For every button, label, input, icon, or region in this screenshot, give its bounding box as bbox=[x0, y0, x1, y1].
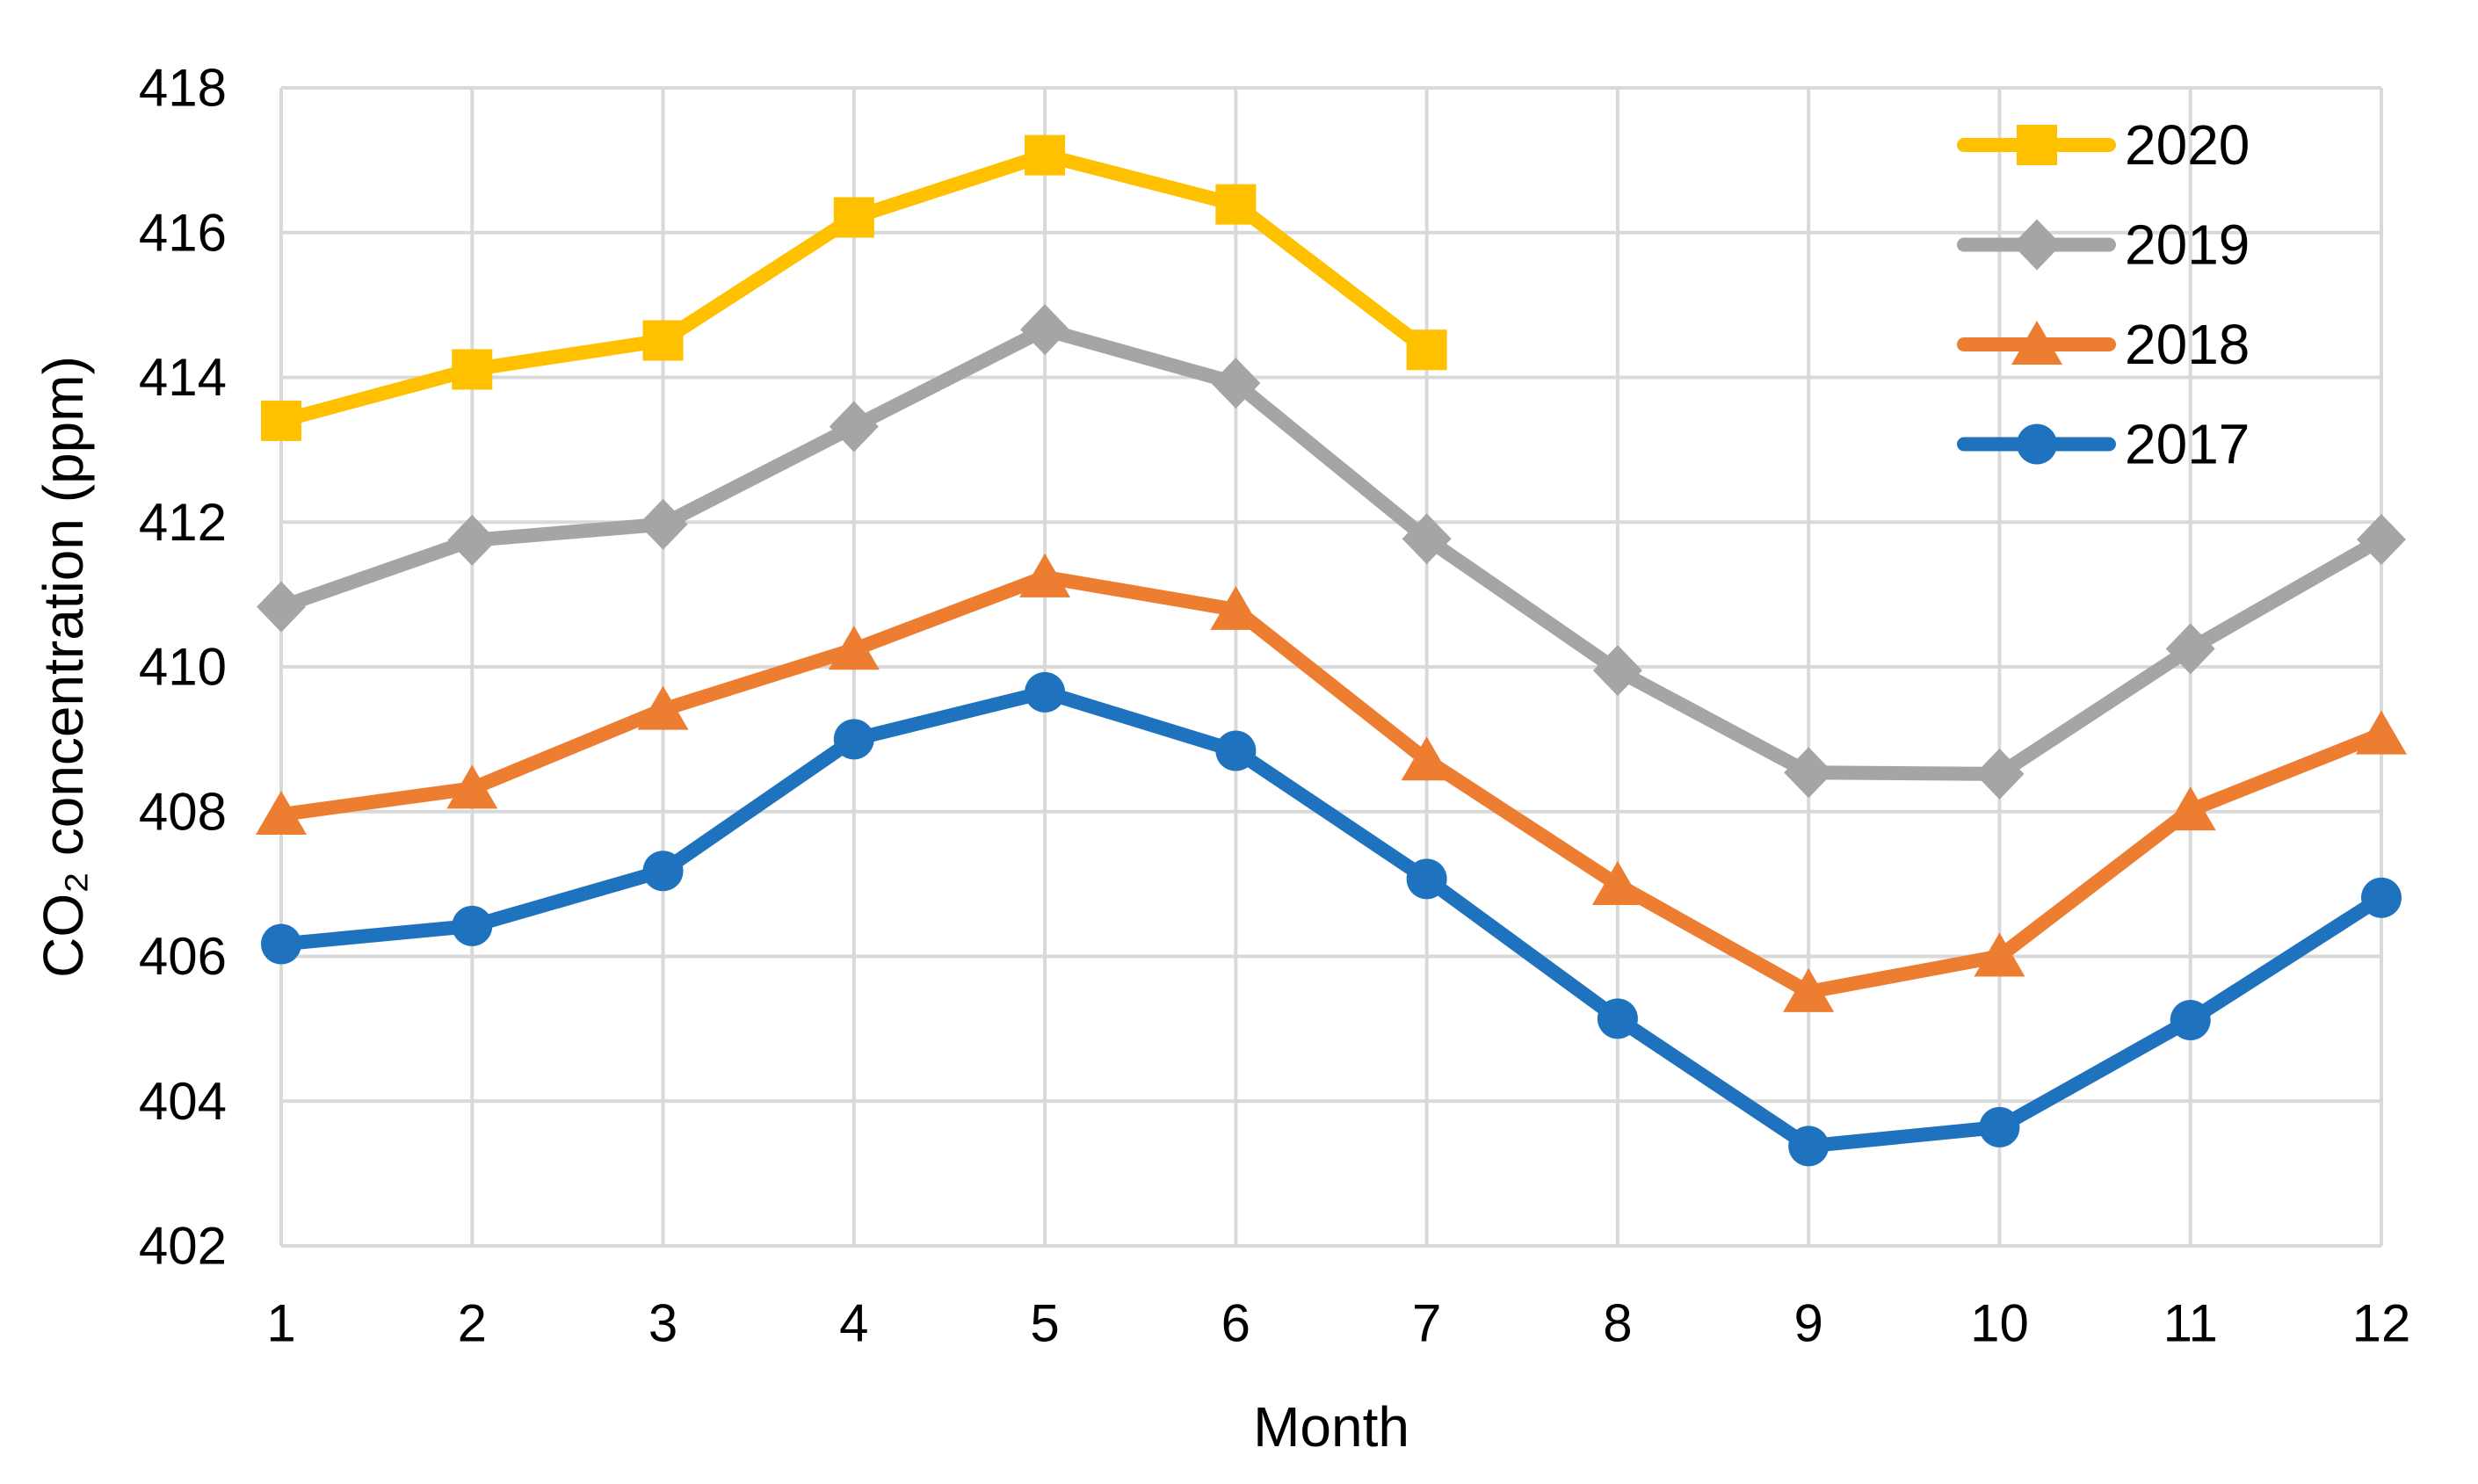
marker-2018-month-3 bbox=[637, 685, 689, 730]
x-tick-label-6: 6 bbox=[1221, 1294, 1250, 1353]
marker-2018-month-9 bbox=[1783, 967, 1835, 1012]
series-2020 bbox=[261, 134, 1447, 441]
marker-2018-month-5 bbox=[1019, 553, 1071, 597]
marker-2017-month-7 bbox=[1406, 858, 1447, 900]
legend-label-2019: 2019 bbox=[2125, 214, 2250, 277]
x-tick-label-2: 2 bbox=[458, 1294, 487, 1353]
marker-2017-month-5 bbox=[1025, 671, 1066, 713]
marker-2019-month-4 bbox=[829, 401, 879, 452]
marker-2020-month-6 bbox=[1215, 184, 1257, 225]
series-layer bbox=[256, 134, 2407, 1167]
y-tick-label-418: 418 bbox=[139, 59, 227, 118]
y-tick-label-406: 406 bbox=[139, 927, 227, 986]
x-tick-label-3: 3 bbox=[648, 1294, 677, 1353]
legend-label-2020: 2020 bbox=[2125, 113, 2250, 177]
marker-2018-month-11 bbox=[2164, 786, 2216, 831]
marker-2019-month-5 bbox=[1020, 304, 1070, 356]
marker-2020-month-1 bbox=[261, 400, 301, 441]
marker-2019-month-6 bbox=[1211, 358, 1261, 409]
legend-diamond-icon-2019 bbox=[2012, 219, 2061, 271]
marker-2019-month-2 bbox=[447, 514, 497, 566]
x-tick-label-10: 10 bbox=[1970, 1294, 2029, 1353]
marker-2017-month-6 bbox=[1215, 730, 1257, 771]
marker-2017-month-12 bbox=[2361, 877, 2402, 918]
marker-2019-month-8 bbox=[1592, 645, 1642, 697]
grid-layer bbox=[279, 86, 2383, 1248]
marker-2018-month-10 bbox=[1974, 932, 2025, 977]
x-tick-label-5: 5 bbox=[1030, 1294, 1059, 1353]
legend-item-2018: 2018 bbox=[1957, 313, 2250, 376]
marker-2017-month-4 bbox=[833, 719, 874, 760]
y-tick-label-412: 412 bbox=[139, 493, 227, 552]
marker-2017-month-2 bbox=[452, 905, 493, 946]
marker-2019-month-9 bbox=[1784, 747, 1834, 799]
y-tick-label-404: 404 bbox=[139, 1072, 227, 1131]
marker-2019-month-12 bbox=[2357, 514, 2406, 566]
x-tick-label-4: 4 bbox=[839, 1294, 868, 1353]
marker-2017-month-8 bbox=[1597, 998, 1638, 1039]
marker-2017-month-11 bbox=[2170, 999, 2211, 1040]
legend-item-2017: 2017 bbox=[1957, 413, 2250, 476]
series-line-2019 bbox=[274, 322, 2388, 781]
legend: 2020 2019 2018 2017 bbox=[1957, 113, 2250, 476]
marker-2019-month-7 bbox=[1402, 513, 1452, 565]
series-2017 bbox=[261, 671, 2402, 1167]
marker-2017-month-10 bbox=[1979, 1106, 2020, 1147]
marker-2020-month-7 bbox=[1406, 329, 1447, 371]
x-tick-label-12: 12 bbox=[2352, 1294, 2411, 1353]
marker-2017-month-3 bbox=[642, 851, 684, 892]
marker-2020-month-5 bbox=[1025, 134, 1066, 176]
marker-2019-month-10 bbox=[1974, 748, 2025, 800]
x-tick-label-9: 9 bbox=[1793, 1294, 1822, 1353]
x-tick-label-8: 8 bbox=[1603, 1294, 1632, 1353]
legend-square-icon-2020 bbox=[2017, 125, 2057, 165]
y-tick-label-416: 416 bbox=[139, 203, 227, 262]
series-2018 bbox=[256, 553, 2407, 1012]
series-line-2018 bbox=[274, 569, 2388, 999]
y-tick-label-410: 410 bbox=[139, 638, 227, 697]
marker-2018-month-4 bbox=[828, 626, 880, 670]
legend-item-2019: 2019 bbox=[1957, 214, 2250, 277]
legend-item-2020: 2020 bbox=[1957, 113, 2250, 177]
y-tick-label-414: 414 bbox=[139, 348, 227, 407]
x-tick-label-7: 7 bbox=[1412, 1294, 1441, 1353]
marker-2019-month-11 bbox=[2165, 623, 2215, 675]
x-tick-label-1: 1 bbox=[266, 1294, 295, 1353]
marker-2019-month-3 bbox=[638, 498, 688, 550]
marker-2020-month-2 bbox=[452, 349, 493, 390]
x-tick-label-11: 11 bbox=[2163, 1294, 2218, 1353]
series-line-2017 bbox=[274, 684, 2388, 1154]
marker-2018-month-6 bbox=[1210, 585, 1262, 630]
legend-label-2017: 2017 bbox=[2125, 413, 2250, 476]
y-tick-label-402: 402 bbox=[139, 1217, 227, 1276]
legend-label-2018: 2018 bbox=[2125, 313, 2250, 376]
marker-2020-month-4 bbox=[833, 197, 874, 238]
marker-2018-month-12 bbox=[2356, 710, 2407, 755]
marker-2017-month-9 bbox=[1788, 1126, 1830, 1167]
marker-2018-month-2 bbox=[446, 764, 498, 809]
marker-2017-month-1 bbox=[261, 923, 301, 965]
series-2019 bbox=[257, 304, 2406, 800]
marker-2020-month-3 bbox=[642, 320, 684, 361]
legend-circle-icon-2017 bbox=[2017, 423, 2057, 465]
marker-2018-month-7 bbox=[1401, 736, 1453, 781]
y-axis-title: CO₂ concentration (ppm) bbox=[32, 356, 95, 978]
x-axis-title: Month bbox=[1253, 1395, 1409, 1459]
marker-2019-month-1 bbox=[257, 581, 306, 633]
legend-triangle-icon-2018 bbox=[2011, 321, 2062, 365]
marker-2018-month-8 bbox=[1591, 860, 1643, 905]
marker-2018-month-1 bbox=[256, 791, 307, 836]
y-tick-label-408: 408 bbox=[139, 782, 227, 841]
